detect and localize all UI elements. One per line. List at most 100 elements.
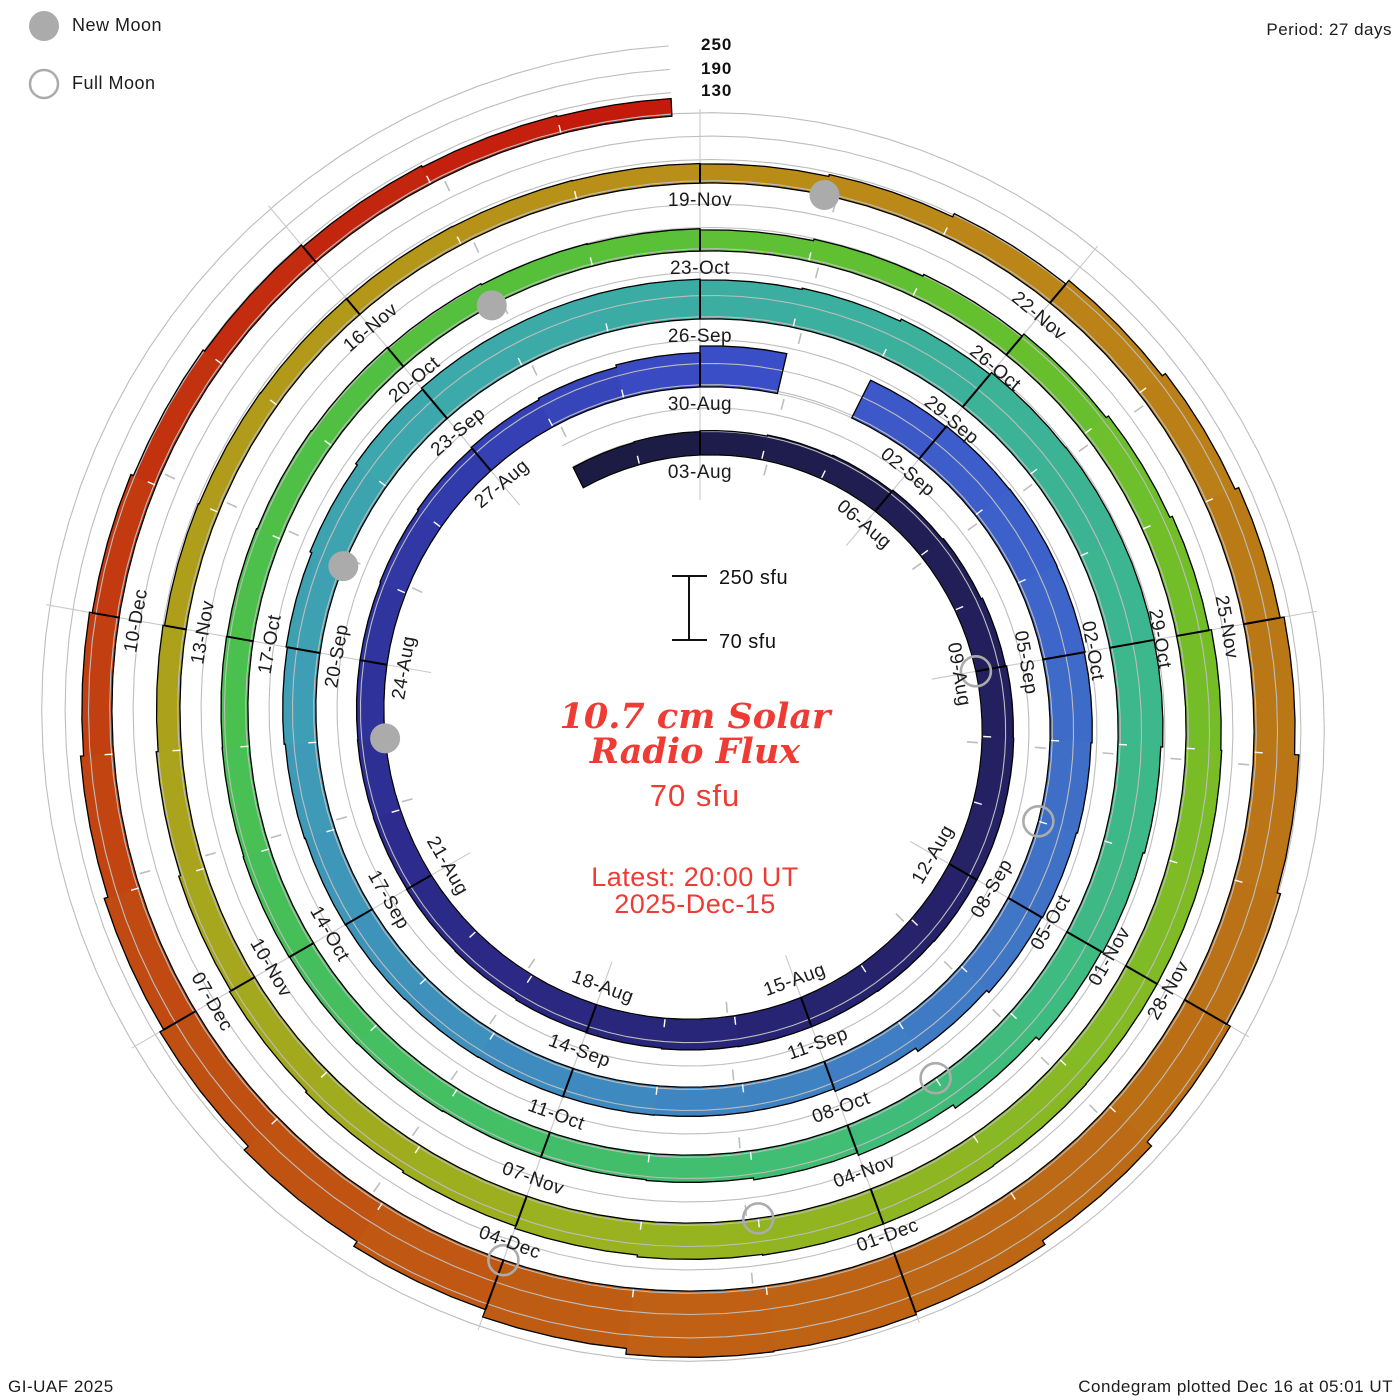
three-day-divider — [164, 624, 187, 631]
date-minor-tick — [164, 473, 176, 480]
three-day-divider — [287, 646, 321, 654]
three-day-divider — [1007, 896, 1043, 919]
date-minor-tick — [1088, 1104, 1098, 1114]
date-minor-tick — [411, 1126, 420, 1137]
date-minor-tick — [411, 587, 423, 594]
day-tick — [1030, 468, 1038, 475]
date-minor-tick — [1133, 405, 1144, 413]
day-tick — [663, 1019, 666, 1028]
flux-day-bar — [942, 213, 1067, 304]
flux-day-bar — [1184, 879, 1281, 1025]
date-minor-tick — [738, 1137, 741, 1149]
day-tick — [147, 481, 156, 486]
three-day-divider — [421, 388, 448, 420]
date-label: 10-Dec — [120, 587, 152, 654]
full-moon-marker — [741, 1202, 775, 1235]
three-day-divider — [1109, 638, 1155, 649]
three-day-divider — [1184, 998, 1228, 1026]
date-minor-tick — [450, 1070, 459, 1081]
flux-day-bar — [356, 1024, 458, 1112]
flux-day-bar — [1125, 859, 1204, 985]
flux-day-bar — [572, 442, 640, 489]
day-tick — [261, 848, 270, 852]
date-minor-tick — [527, 958, 536, 969]
new-moon-marker — [328, 551, 359, 582]
day-tick — [1059, 1059, 1067, 1066]
three-day-divider — [163, 1010, 197, 1031]
new-moon-marker — [476, 290, 507, 321]
date-minor-tick — [473, 242, 480, 253]
latest-flux-value: 70 sfu — [650, 778, 740, 813]
day-tick — [765, 1286, 768, 1295]
flux-day-bar — [870, 1134, 994, 1225]
plotted-label: Condegram plotted Dec 16 at 05:01 UT — [1078, 1377, 1393, 1396]
three-day-divider — [288, 942, 314, 958]
day-tick — [397, 588, 406, 594]
date-label: 09-Aug — [943, 641, 975, 708]
day-tick — [639, 1221, 643, 1230]
chart-title-line2: Radio Flux — [589, 731, 801, 772]
flux-day-bar — [353, 1201, 504, 1310]
three-day-divider — [585, 1004, 598, 1033]
date-minor-tick — [895, 913, 905, 922]
date-minor-tick — [139, 869, 151, 875]
three-day-divider — [869, 1188, 885, 1225]
period-label: Period: 27 days — [1266, 20, 1392, 39]
day-tick — [489, 1032, 495, 1040]
three-day-divider — [226, 635, 254, 643]
day-tick — [912, 287, 918, 296]
scale-bar-bottom-label: 70 sfu — [719, 631, 776, 653]
three-day-divider — [1066, 930, 1102, 953]
flux-day-bar — [81, 611, 120, 757]
three-day-divider — [230, 976, 256, 992]
day-tick — [1010, 1012, 1018, 1020]
date-minor-tick — [780, 398, 785, 410]
day-tick — [882, 348, 887, 357]
day-tick — [621, 389, 625, 398]
flux-day-bar — [633, 431, 701, 465]
flux-day-bar — [155, 749, 206, 876]
date-minor-tick — [725, 1001, 729, 1013]
day-tick — [792, 318, 796, 327]
date-label: 13-Nov — [187, 599, 219, 666]
date-minor-tick — [967, 523, 978, 531]
date-minor-tick — [763, 464, 768, 476]
date-minor-tick — [1078, 444, 1089, 453]
three-day-divider — [91, 611, 120, 619]
day-tick — [548, 418, 553, 427]
latest-date-label: 2025-Dec-15 — [614, 889, 776, 919]
chart-title-line1: 10.7 cm Solar — [560, 696, 834, 737]
day-tick — [741, 1084, 745, 1093]
flux-day-bar — [404, 977, 496, 1058]
three-day-divider — [823, 1061, 836, 1090]
day-tick — [269, 399, 277, 406]
flux-day-bar — [537, 366, 625, 428]
date-minor-tick — [943, 960, 953, 970]
day-tick — [433, 521, 441, 528]
date-minor-tick — [966, 741, 979, 744]
date-minor-tick — [797, 333, 803, 345]
flux-day-bar — [661, 1015, 739, 1051]
flux-gridline-130 — [87, 92, 1279, 1316]
day-tick — [605, 323, 609, 332]
day-tick — [943, 227, 948, 236]
scale-bar-top-label: 250 sfu — [719, 567, 788, 589]
day-tick — [1104, 840, 1113, 845]
three-day-divider — [1125, 964, 1158, 985]
flux-gridline-250 — [41, 45, 1325, 1362]
date-label: 20-Sep — [321, 623, 353, 690]
date-label: 26-Sep — [668, 326, 732, 347]
day-tick — [973, 801, 983, 806]
new-moon-marker — [370, 723, 401, 754]
flux-day-bar — [103, 887, 197, 1031]
flux-day-bar — [470, 399, 554, 472]
three-day-divider — [406, 874, 432, 891]
day-tick — [975, 509, 983, 516]
date-label: 30-Aug — [668, 394, 732, 415]
day-tick — [1084, 427, 1092, 434]
axis-label-130: 130 — [701, 81, 732, 100]
new-moon-marker — [809, 179, 840, 210]
flux-day-bar — [302, 165, 432, 263]
axis-label-190: 190 — [701, 59, 732, 78]
three-day-divider — [1243, 616, 1281, 626]
